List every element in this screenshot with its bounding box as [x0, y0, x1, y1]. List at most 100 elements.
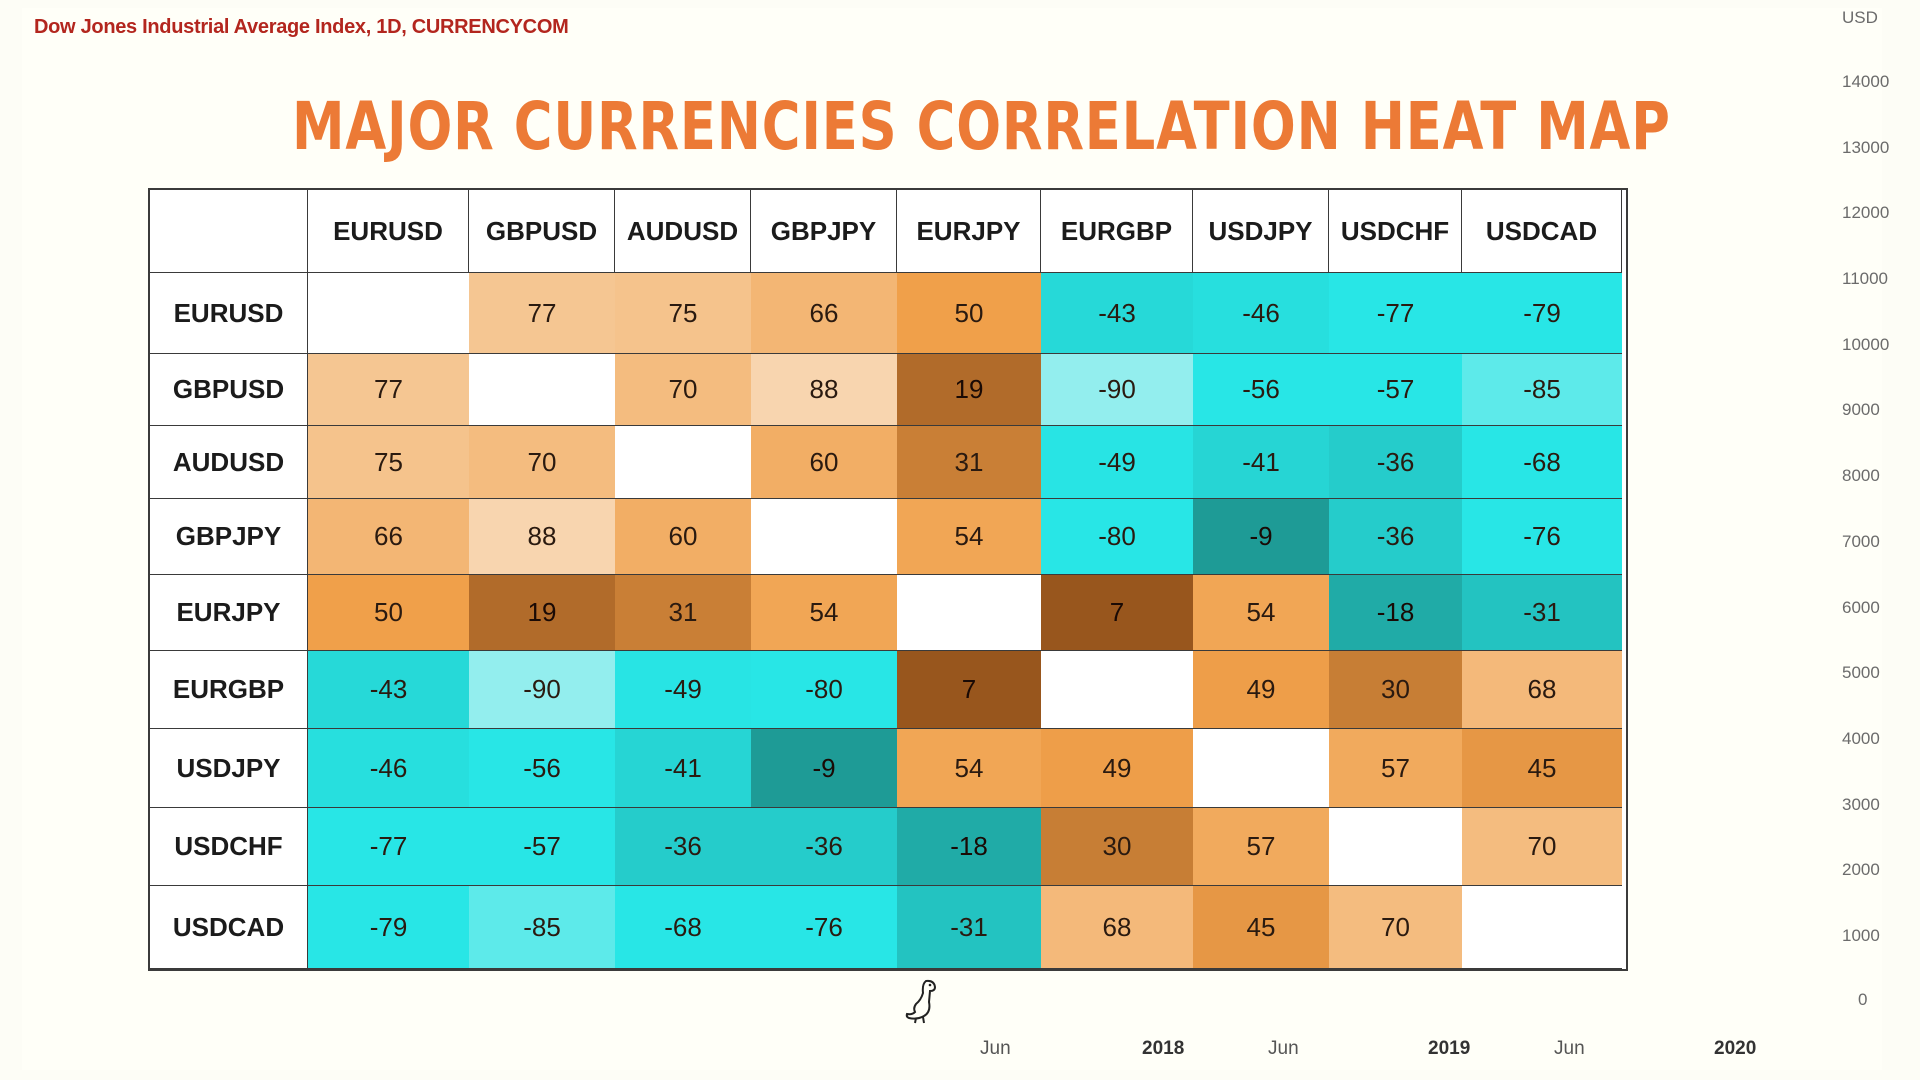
- heatmap-cell: 7: [897, 651, 1041, 729]
- column-header: EURGBP: [1041, 190, 1193, 273]
- heatmap-cell: -68: [615, 886, 751, 969]
- row-header: USDCHF: [150, 808, 308, 886]
- heatmap-cell: 70: [469, 426, 615, 499]
- row-header: USDJPY: [150, 729, 308, 808]
- heatmap-cell: 54: [897, 729, 1041, 808]
- y-tick: 2000: [1842, 860, 1880, 879]
- heatmap-cell: 54: [897, 499, 1041, 575]
- x-tick: Jun: [1554, 1038, 1585, 1059]
- heatmap-title: MAJOR CURRENCIES CORRELATION HEAT MAP: [292, 88, 1671, 165]
- heatmap-cell: -77: [308, 808, 469, 886]
- x-tick: Jun: [980, 1038, 1011, 1059]
- heatmap-cell: -90: [1041, 354, 1193, 426]
- heatmap-cell: 66: [751, 273, 897, 354]
- row-header: GBPJPY: [150, 499, 308, 575]
- heatmap-cell: 88: [751, 354, 897, 426]
- column-header: USDCHF: [1329, 190, 1462, 273]
- y-tick: 6000: [1842, 598, 1880, 617]
- heatmap-cell: 49: [1193, 651, 1329, 729]
- y-tick: 5000: [1842, 663, 1880, 682]
- heatmap-cell: 31: [615, 575, 751, 651]
- heatmap-cell: 66: [308, 499, 469, 575]
- heatmap-cell: 45: [1193, 886, 1329, 969]
- heatmap-cell: -46: [1193, 273, 1329, 354]
- heatmap-cell: -57: [469, 808, 615, 886]
- heatmap-cell-diagonal: [1329, 808, 1462, 886]
- y-tick: 12000: [1842, 203, 1890, 222]
- heatmap-cell: 19: [469, 575, 615, 651]
- y-tick: 0: [1858, 990, 1868, 1009]
- heatmap-cell: -18: [897, 808, 1041, 886]
- heatmap-cell: -76: [1462, 499, 1622, 575]
- heatmap-cell: -85: [469, 886, 615, 969]
- heatmap-cell: 68: [1041, 886, 1193, 969]
- heatmap-cell: -41: [615, 729, 751, 808]
- heatmap-cell: 77: [469, 273, 615, 354]
- heatmap-corner-cell: [150, 190, 308, 273]
- heatmap-cell: -41: [1193, 426, 1329, 499]
- x-tick: 2018: [1142, 1038, 1185, 1059]
- heatmap-cell: -49: [1041, 426, 1193, 499]
- heatmap-cell: 77: [308, 354, 469, 426]
- heatmap-cell-diagonal: [469, 354, 615, 426]
- heatmap-cell: 30: [1329, 651, 1462, 729]
- heatmap-cell: 60: [615, 499, 751, 575]
- row-header: USDCAD: [150, 886, 308, 969]
- heatmap-cell: -36: [615, 808, 751, 886]
- heatmap-cell: 70: [1462, 808, 1622, 886]
- heatmap-cell: -80: [751, 651, 897, 729]
- heatmap-cell: 88: [469, 499, 615, 575]
- price-axis[interactable]: USD 14000 13000 12000 11000 10000 9000 8…: [1830, 0, 1920, 1080]
- heatmap-cell: 75: [308, 426, 469, 499]
- heatmap-cell: -85: [1462, 354, 1622, 426]
- heatmap-cell-diagonal: [1041, 651, 1193, 729]
- heatmap-cell: -31: [1462, 575, 1622, 651]
- row-header: GBPUSD: [150, 354, 308, 426]
- y-tick: 1000: [1842, 926, 1880, 945]
- heatmap-cell: -46: [308, 729, 469, 808]
- row-header: EURJPY: [150, 575, 308, 651]
- heatmap-cell: 30: [1041, 808, 1193, 886]
- heatmap-cell: -77: [1329, 273, 1462, 354]
- heatmap-cell: -36: [1329, 426, 1462, 499]
- y-axis-unit: USD: [1842, 8, 1878, 27]
- heatmap-cell: 49: [1041, 729, 1193, 808]
- heatmap-cell-diagonal: [1193, 729, 1329, 808]
- heatmap-cell-diagonal: [897, 575, 1041, 651]
- heatmap-cell: 60: [751, 426, 897, 499]
- heatmap-cell: -9: [1193, 499, 1329, 575]
- source-title: Dow Jones Industrial Average Index, 1D, …: [34, 16, 569, 38]
- heatmap-cell: 54: [751, 575, 897, 651]
- heatmap-cell: -43: [1041, 273, 1193, 354]
- column-header: AUDUSD: [615, 190, 751, 273]
- y-tick: 11000: [1842, 269, 1889, 288]
- heatmap-cell: -57: [1329, 354, 1462, 426]
- heatmap-cell: 19: [897, 354, 1041, 426]
- column-header: USDJPY: [1193, 190, 1329, 273]
- dinosaur-icon[interactable]: [904, 978, 940, 1024]
- row-header: EURUSD: [150, 273, 308, 354]
- x-tick: Jun: [1268, 1038, 1299, 1059]
- heatmap-cell: 31: [897, 426, 1041, 499]
- row-header: EURGBP: [150, 651, 308, 729]
- heatmap-cell: -68: [1462, 426, 1622, 499]
- heatmap-cell: -43: [308, 651, 469, 729]
- heatmap-cell-diagonal: [615, 426, 751, 499]
- heatmap-cell: 75: [615, 273, 751, 354]
- heatmap-cell: 50: [308, 575, 469, 651]
- heatmap-cell: 70: [615, 354, 751, 426]
- column-header: EURJPY: [897, 190, 1041, 273]
- y-tick: 14000: [1842, 72, 1890, 91]
- heatmap-cell: 50: [897, 273, 1041, 354]
- y-tick: 3000: [1842, 795, 1880, 814]
- y-tick: 10000: [1842, 335, 1890, 354]
- column-header: USDCAD: [1462, 190, 1622, 273]
- heatmap-cell: -90: [469, 651, 615, 729]
- heatmap-cell: -56: [469, 729, 615, 808]
- heatmap-cell: -80: [1041, 499, 1193, 575]
- y-tick: 13000: [1842, 138, 1890, 157]
- y-tick: 9000: [1842, 400, 1880, 419]
- heatmap-cell-diagonal: [751, 499, 897, 575]
- heatmap-cell: -79: [308, 886, 469, 969]
- y-tick: 7000: [1842, 532, 1880, 551]
